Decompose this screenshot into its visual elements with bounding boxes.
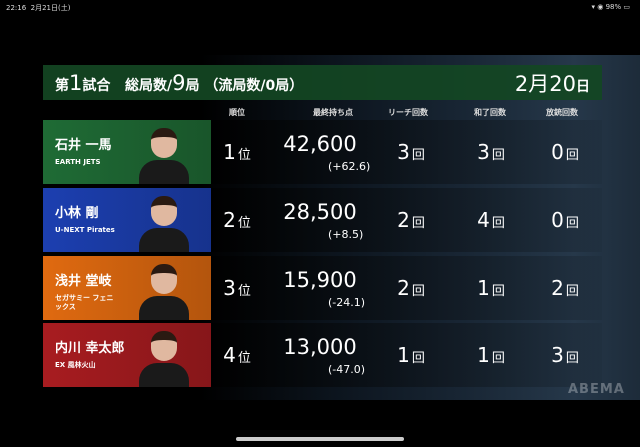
team-name: EARTH JETS (55, 158, 101, 166)
player-photo (139, 124, 189, 184)
game-info: 第1試合 総局数/9局 （流局数/0局） (55, 70, 304, 95)
player-card: 石井 一馬 EARTH JETS (43, 120, 211, 184)
col-agari: 和了回数 (474, 108, 506, 117)
col-houjuu: 放銃回数 (546, 108, 578, 117)
player-photo (139, 260, 189, 320)
game-header: 第1試合 総局数/9局 （流局数/0局） 2月20日 (43, 65, 602, 100)
status-battery: ▾ ◉ 98% ▭ (591, 3, 630, 11)
player-card: 浅井 堂岐 セガサミー フェニックス (43, 256, 211, 320)
team-name: U-NEXT Pirates (55, 226, 115, 234)
final-score: 15,900 (283, 268, 357, 292)
player-name: 小林 剛 (55, 206, 99, 221)
game-date: 2月20日 (514, 71, 590, 96)
player-photo (139, 192, 189, 252)
score-diff: (-24.1) (328, 296, 366, 309)
score-diff: (+62.6) (328, 160, 371, 173)
player-photo (139, 327, 189, 387)
player-name: 浅井 堂岐 (55, 274, 112, 289)
player-card: 小林 剛 U-NEXT Pirates (43, 188, 211, 252)
player-card: 内川 幸太郎 EX 風林火山 (43, 323, 211, 387)
team-name: セガサミー フェニックス (55, 294, 114, 311)
score-diff: (+8.5) (328, 228, 364, 241)
col-riichi: リーチ回数 (388, 108, 428, 117)
player-name: 石井 一馬 (55, 138, 112, 153)
col-score: 最終持ち点 (313, 108, 353, 117)
team-name: EX 風林火山 (55, 361, 96, 369)
final-score: 13,000 (283, 335, 357, 359)
col-rank: 順位 (229, 108, 245, 117)
home-indicator[interactable] (236, 437, 404, 441)
status-time: 22:16 2月21日(土) (6, 4, 71, 12)
final-score: 42,600 (283, 132, 357, 156)
abema-watermark: ABEMA (568, 382, 625, 397)
player-name: 内川 幸太郎 (55, 341, 125, 356)
final-score: 28,500 (283, 200, 357, 224)
score-diff: (-47.0) (328, 363, 366, 376)
